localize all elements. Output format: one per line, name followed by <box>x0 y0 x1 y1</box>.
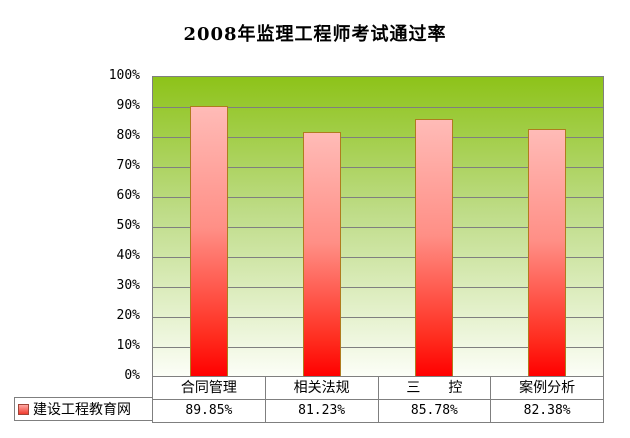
category-cell: 相关法规 <box>264 377 378 399</box>
legend: 建设工程教育网 <box>14 397 153 421</box>
y-axis-tick-label: 100% <box>108 68 140 83</box>
gridline <box>153 107 603 108</box>
value-cell: 85.78% <box>377 400 491 422</box>
data-table: 合同管理 相关法规三 控案例分析 89.85% 81.23% 85.78% 82.38% <box>152 376 604 423</box>
gridline <box>153 347 603 348</box>
y-axis-tick-label: 50% <box>116 218 140 233</box>
category-cell: 案例分析 <box>490 377 603 399</box>
value-cell: 89.85% <box>185 403 233 418</box>
red-gradient-square-icon <box>18 403 29 415</box>
gridline <box>153 287 603 288</box>
bar-三 控 <box>415 119 453 376</box>
y-axis-tick-label: 20% <box>116 308 140 323</box>
y-axis-tick-label: 40% <box>116 248 140 263</box>
gridline <box>153 257 603 258</box>
y-axis-tick-label: 80% <box>116 128 140 143</box>
value-cell: 82.38% <box>490 400 603 422</box>
y-axis-tick-label: 70% <box>116 158 140 173</box>
gridline <box>153 137 603 138</box>
legend-label: 建设工程教育网 <box>33 402 131 418</box>
y-axis-tick-label: 60% <box>116 188 140 203</box>
bar-合同管理 <box>190 106 228 376</box>
gridline <box>153 227 603 228</box>
gridline <box>153 167 603 168</box>
bar-案例分析 <box>528 129 566 376</box>
bar-相关法规 <box>303 132 341 376</box>
y-axis-tick-label: 10% <box>116 338 140 353</box>
chart-title: 2008年监理工程师考试通过率 <box>183 24 447 45</box>
category-cell: 三 控 <box>377 377 491 399</box>
y-axis-tick-label: 0% <box>124 368 140 383</box>
gridline <box>153 317 603 318</box>
y-axis-tick-label: 30% <box>116 278 140 293</box>
gridline <box>153 197 603 198</box>
y-axis-tick-label: 90% <box>116 98 140 113</box>
category-cell: 合同管理 <box>180 380 237 396</box>
value-cell: 81.23% <box>264 400 378 422</box>
value-row: 89.85% 81.23% 85.78% 82.38% <box>153 399 603 422</box>
category-row: 合同管理 相关法规三 控案例分析 <box>153 377 603 399</box>
plot-area <box>152 76 604 377</box>
